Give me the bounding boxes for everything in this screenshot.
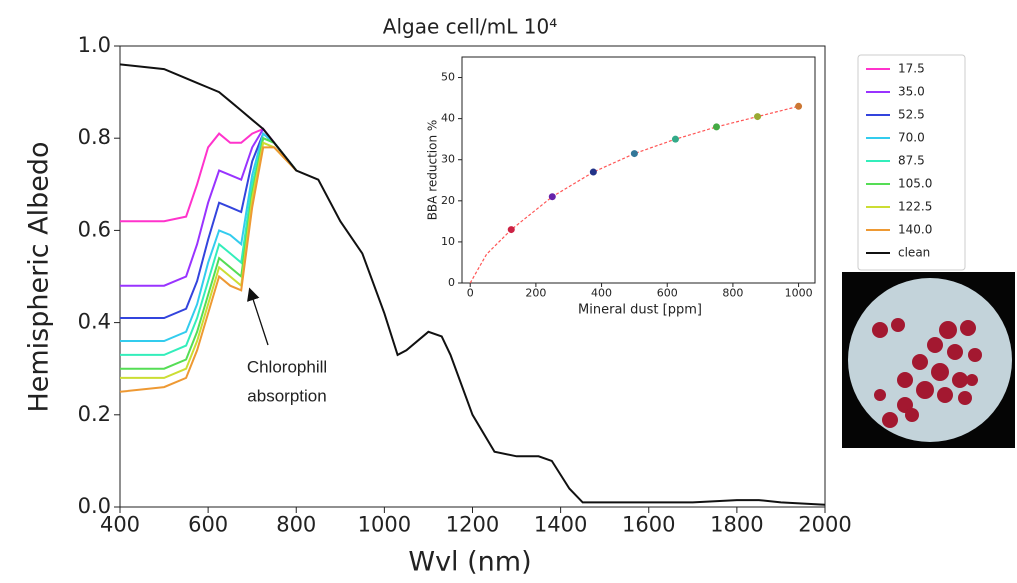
- legend-label: 35.0: [898, 85, 925, 99]
- x-tick-label: 800: [722, 287, 743, 300]
- legend-label: 52.5: [898, 108, 925, 122]
- x-tick-label: 200: [525, 287, 546, 300]
- x-tick-label: 0: [467, 287, 474, 300]
- chart-title: Algae cell/mL 10⁴: [383, 15, 557, 39]
- x-tick-label: 800: [276, 513, 316, 537]
- x-tick-label: 400: [591, 287, 612, 300]
- point: [754, 113, 762, 121]
- x-tick-label: 600: [657, 287, 678, 300]
- legend-box: [857, 54, 966, 271]
- line: [120, 136, 298, 356]
- legend-label: clean: [898, 246, 930, 260]
- y-tick-label: 50: [441, 71, 455, 84]
- legend-label: 122.5: [898, 200, 932, 214]
- legend-label: 105.0: [898, 177, 932, 191]
- x-tick-label: 1800: [710, 513, 763, 537]
- y-tick-label: 0.0: [78, 494, 111, 518]
- line: [120, 127, 298, 223]
- annotation-arrow: [247, 287, 269, 346]
- y-tick-label: 0: [448, 276, 455, 289]
- y-tick-label: 40: [441, 112, 455, 125]
- y-tick-label: 0.2: [78, 402, 111, 426]
- annotation: Chlorophill: [247, 357, 327, 376]
- y-tick-label: 10: [441, 235, 455, 248]
- y-axis-label: Hemispheric Albedo: [24, 141, 55, 412]
- legend-label: 70.0: [898, 131, 925, 145]
- point: [671, 135, 679, 143]
- fit-line: [469, 105, 799, 284]
- plot-frame: [461, 56, 816, 284]
- line: [119, 146, 298, 393]
- x-tick-label: 2000: [798, 513, 851, 537]
- x-tick-label: 1000: [358, 513, 411, 537]
- x-tick-label: 400: [100, 513, 140, 537]
- y-tick-label: 0.8: [78, 125, 111, 149]
- y-tick-label: 0.6: [78, 217, 111, 241]
- line: [120, 131, 298, 342]
- inset-x-axis-label: Mineral dust [ppm]: [578, 303, 702, 318]
- x-tick-label: 1400: [534, 513, 587, 537]
- y-tick-label: 20: [441, 194, 455, 207]
- legend-label: 17.5: [898, 62, 925, 76]
- x-tick-label: 600: [188, 513, 228, 537]
- point: [630, 150, 638, 158]
- point: [507, 226, 515, 234]
- x-tick-label: 1200: [446, 513, 499, 537]
- point: [712, 123, 720, 131]
- y-tick-label: 0.4: [78, 310, 111, 334]
- legend-label: 140.0: [898, 223, 932, 237]
- point: [589, 168, 597, 176]
- point: [548, 193, 556, 201]
- x-tick-label: 1600: [622, 513, 675, 537]
- photo: [842, 272, 1015, 448]
- line: [120, 131, 298, 319]
- legend-label: 87.5: [898, 154, 925, 168]
- x-axis-label: Wvl (nm): [408, 547, 531, 578]
- line: [120, 141, 298, 379]
- annotation: absorption: [247, 386, 326, 405]
- x-tick-label: 1000: [785, 287, 813, 300]
- y-tick-label: 30: [441, 153, 455, 166]
- y-tick-label: 1.0: [78, 33, 111, 57]
- line: [119, 63, 826, 506]
- inset-y-axis-label: BBA reduction %: [426, 120, 440, 221]
- point: [795, 102, 803, 110]
- line: [120, 136, 298, 370]
